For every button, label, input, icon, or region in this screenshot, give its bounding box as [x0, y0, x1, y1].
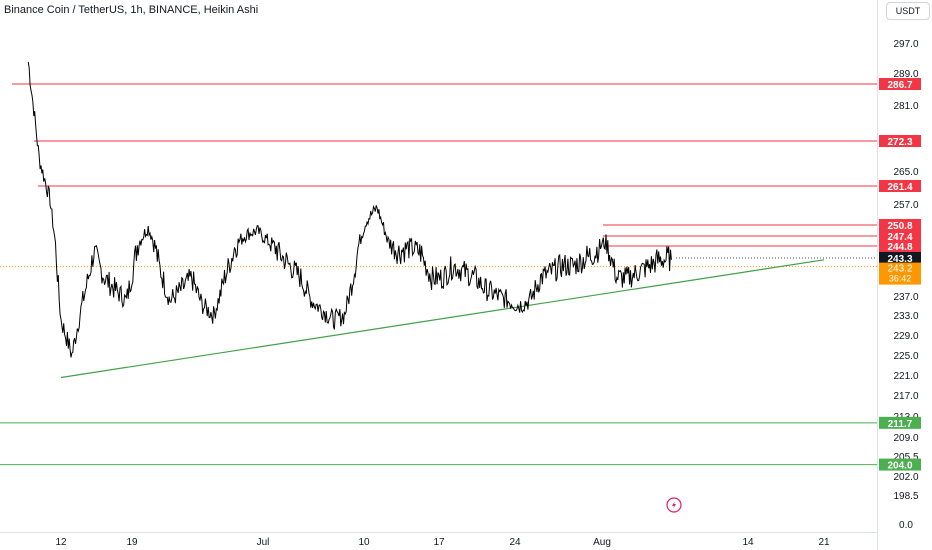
price-level-label: 243.3 [887, 254, 912, 265]
price-label-bg [879, 252, 921, 264]
price-tick-label: 229.0 [893, 331, 918, 342]
price-tick-label: 265.0 [893, 167, 918, 178]
price-level-label: 286.7 [887, 80, 912, 91]
time-tick-label: 10 [358, 537, 370, 548]
time-axis-border [0, 532, 878, 533]
price-level-label: 272.3 [887, 137, 912, 148]
lightning-icon[interactable] [666, 497, 682, 513]
price-level-label: 204.0 [887, 461, 912, 472]
time-tick-label: 17 [433, 537, 445, 548]
price-tick-label: 209.0 [893, 433, 918, 444]
price-tick-label: 217.0 [893, 391, 918, 402]
time-tick-label: 19 [126, 537, 138, 548]
price-tick-label: 0.0 [899, 520, 913, 531]
price-label-bg [879, 416, 921, 429]
price-label-bg [879, 135, 921, 147]
time-tick-label: Jul [257, 537, 270, 548]
time-tick-label: 21 [818, 537, 830, 548]
price-label-bg [879, 230, 921, 242]
price-label-bg [879, 78, 921, 90]
price-label-bg [879, 240, 921, 252]
time-axis[interactable]: 12 19 Jul 10 17 24 Aug 14 21 [55, 537, 830, 548]
price-tick-label: 221.0 [893, 371, 918, 382]
trendline-layer[interactable] [60, 259, 825, 379]
price-level-label: 261.4 [887, 182, 912, 193]
price-level-label: 244.8 [887, 242, 912, 253]
price-tick-label: 237.0 [893, 292, 918, 303]
countdown-label: 36:42 [889, 274, 912, 284]
price-tick-label: 281.0 [893, 101, 918, 112]
price-axis-border [877, 0, 878, 550]
time-tick-label: 14 [742, 537, 754, 548]
currency-button[interactable]: USDT [886, 2, 930, 20]
levels-layer [0, 83, 877, 466]
price-label-bg [879, 219, 921, 231]
price-tick-label: 205.5 [893, 452, 918, 463]
price-tick-label: 257.0 [893, 200, 918, 211]
price-label-bg [879, 180, 921, 192]
price-series [27, 61, 672, 358]
price-tick-label: 233.0 [893, 311, 918, 322]
chart-title: Binance Coin / TetherUS, 1h, BINANCE, He… [4, 4, 259, 16]
price-tick-label: 289.0 [893, 69, 918, 80]
price-axis[interactable]: 297.0 289.0 281.0 265.0 257.0 237.0 233.0 229.0… [893, 39, 918, 531]
time-tick-label: 24 [509, 537, 521, 548]
price-level-label: 247.4 [887, 232, 912, 243]
last-price-label-bg [879, 262, 921, 285]
price-level-label: 250.8 [887, 221, 912, 232]
last-price-label: 243.2 [887, 264, 912, 275]
price-tick-label: 297.0 [893, 39, 918, 50]
ascending-trendline[interactable] [60, 259, 825, 379]
price-tick-label: 225.0 [893, 351, 918, 362]
price-tick-label: 202.0 [893, 472, 918, 483]
price-tick-label: 198.5 [893, 491, 918, 502]
price-label-bg [879, 458, 921, 471]
time-tick-label: 12 [55, 537, 67, 548]
time-tick-label: Aug [593, 537, 611, 548]
price-level-label: 211.7 [888, 419, 913, 430]
candles-layer [27, 61, 672, 358]
